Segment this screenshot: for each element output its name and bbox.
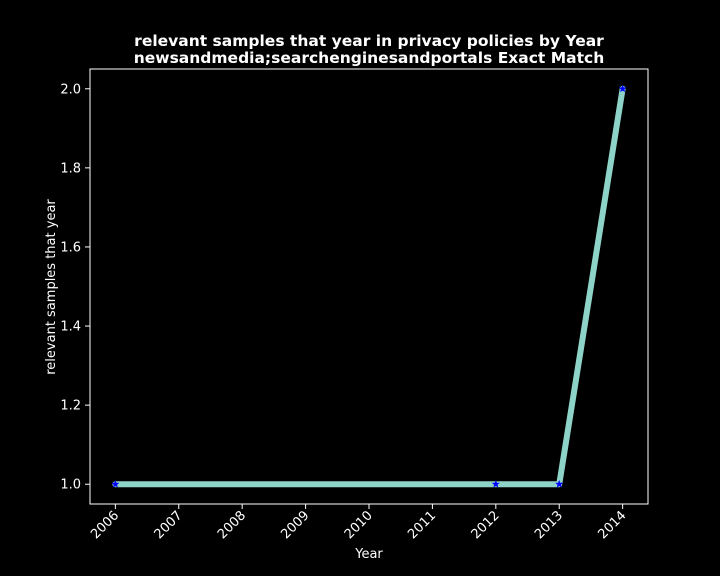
x-axis-label: Year — [354, 547, 383, 562]
series-line — [112, 85, 626, 488]
x-tick-label: 2010 — [342, 508, 376, 542]
y-tick-label: 2.0 — [60, 82, 81, 97]
y-tick-label: 1.4 — [60, 320, 81, 335]
x-tick-label: 2012 — [469, 508, 503, 542]
chart-title: relevant samples that year in privacy po… — [134, 32, 604, 50]
x-axis: 2006 2007 2008 2009 2010 2011 2012 2013 2014 — [88, 504, 629, 542]
x-tick-label: 2008 — [215, 508, 249, 542]
y-tick-label: 1.2 — [60, 399, 81, 414]
data-point — [618, 84, 627, 93]
x-tick-label: 2013 — [532, 508, 566, 542]
x-tick-label: 2009 — [278, 508, 312, 542]
y-axis-label: relevant samples that year — [44, 199, 59, 375]
y-axis: 1.0 1.2 1.4 1.6 1.8 2.0 — [60, 82, 90, 493]
data-point — [555, 480, 564, 488]
data-point — [111, 480, 120, 488]
x-tick-label: 2014 — [595, 508, 629, 542]
y-tick-label: 1.6 — [60, 240, 81, 255]
y-tick-label: 1.0 — [60, 478, 81, 493]
chart-subtitle: newsandmedia;searchenginesandportals Exa… — [134, 49, 605, 67]
x-tick-label: 2007 — [152, 508, 186, 542]
y-tick-label: 1.8 — [60, 161, 81, 176]
series-layer — [111, 84, 627, 488]
x-tick-label: 2006 — [88, 508, 122, 542]
data-point — [491, 480, 500, 488]
x-tick-label: 2011 — [405, 508, 439, 542]
